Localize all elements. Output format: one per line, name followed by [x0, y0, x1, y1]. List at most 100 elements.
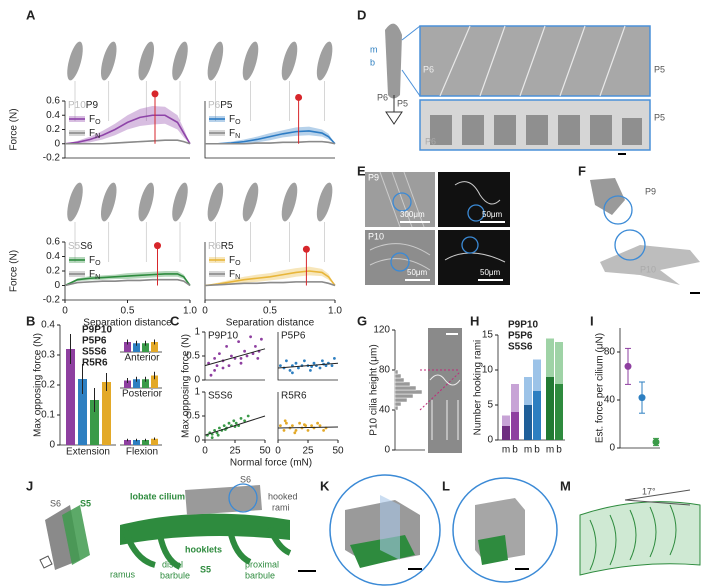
point: [213, 369, 217, 372]
category-label: Extension: [66, 447, 110, 458]
point: [293, 431, 297, 435]
feather-icon: [172, 41, 188, 81]
annotation: 17°: [642, 486, 656, 496]
point: [227, 421, 231, 425]
y-tick-label: 0.4: [46, 110, 60, 121]
point: [260, 337, 263, 341]
panel-label: A: [26, 7, 36, 22]
y-tick-label: 0.6: [46, 96, 60, 107]
histogram-bar: [394, 405, 399, 411]
x-tick-label: 0.5: [263, 306, 277, 317]
y-tick-label: 1: [194, 327, 200, 338]
bar-segment: [511, 384, 519, 412]
legend-label: P5P6: [82, 336, 107, 347]
micrograph: [428, 328, 462, 453]
bar: [124, 342, 131, 352]
panel-e-image: [365, 171, 510, 285]
line: [204, 270, 336, 287]
annotation: P9: [368, 172, 379, 182]
point: [215, 364, 219, 367]
annotation: P5: [397, 98, 408, 108]
chart-title: S5S6: [208, 391, 233, 402]
point: [227, 364, 231, 367]
legend-name: F: [229, 114, 235, 125]
feather-icon: [242, 182, 259, 222]
y-tick-label: 80: [604, 347, 616, 358]
legend-name: F: [229, 128, 235, 139]
pin-head: [154, 242, 161, 250]
point: [279, 364, 282, 367]
pin-head: [302, 245, 310, 253]
point: [245, 354, 249, 358]
point: [303, 423, 306, 427]
panel-label: G: [357, 313, 367, 328]
legend-name: F: [89, 128, 95, 139]
point: [294, 429, 298, 432]
point: [638, 394, 646, 402]
panel-j-diagram: [39, 483, 316, 572]
point: [213, 429, 217, 432]
x-tick-label: 25: [302, 446, 314, 457]
point: [324, 364, 328, 367]
x-axis-label: Separation distance: [83, 318, 172, 329]
pair-second: P9: [86, 100, 99, 111]
x-tick-label: 0: [62, 306, 68, 317]
line: [65, 139, 191, 145]
y-tick-label: 80: [379, 365, 391, 376]
x-tick-label: 50: [259, 446, 271, 457]
y-tick-label: 10: [482, 365, 494, 376]
y-axis-label: Max opposing force (N): [33, 333, 44, 437]
annotation: P9: [645, 186, 656, 196]
bar-segment: [555, 384, 563, 440]
bar: [142, 440, 149, 445]
legend-name: F: [229, 255, 235, 266]
annotation: P10: [640, 264, 656, 274]
y-axis-label: Force (N): [9, 108, 20, 150]
line: [204, 281, 336, 287]
panel-l-diagram: [452, 477, 558, 583]
point: [282, 429, 286, 432]
bar: [151, 342, 158, 352]
feather-icon: [67, 41, 83, 81]
point: [285, 359, 288, 363]
feather-icon: [242, 41, 259, 81]
guide: [419, 371, 461, 411]
y-axis-label: Max opposing force (N): [181, 334, 192, 438]
panel-label: E: [357, 163, 366, 178]
point: [213, 357, 217, 360]
annotation: P10: [368, 231, 384, 241]
point: [209, 373, 213, 377]
annotation: proximal: [245, 559, 279, 569]
point: [243, 419, 247, 423]
y-tick-label: 0: [194, 375, 200, 386]
legend-label: S5S6: [82, 347, 107, 358]
y-tick-label: 5: [487, 400, 493, 411]
point: [232, 419, 236, 423]
category-label: Flexion: [126, 447, 158, 458]
panel-f-image: [590, 178, 700, 294]
x-tick-label: 1.0: [328, 306, 342, 317]
point: [294, 361, 298, 365]
legend-name: F: [89, 114, 95, 125]
scale-bar: [446, 333, 458, 335]
pair-second: R5: [221, 241, 234, 252]
annotation: P6: [425, 136, 436, 146]
y-axis-label: Number hooking rami: [473, 340, 484, 436]
point: [246, 414, 250, 418]
panel-label: J: [26, 478, 33, 493]
panel-label: M: [560, 478, 571, 493]
pair-label: P6P5: [208, 100, 233, 111]
point: [249, 335, 253, 339]
legend-name: F: [229, 269, 235, 280]
feather-icon: [100, 41, 117, 81]
point: [309, 369, 312, 372]
histogram-bar: [394, 393, 414, 399]
histogram-bar: [394, 373, 402, 379]
x-tick-label: b: [512, 445, 518, 456]
annotation: P6: [423, 64, 434, 74]
y-tick-label: 0: [49, 440, 55, 451]
y-tick-label: 0: [609, 443, 615, 454]
point: [210, 436, 214, 439]
y-tick-label: 15: [482, 330, 494, 341]
y-tick-label: 0.6: [46, 237, 60, 248]
